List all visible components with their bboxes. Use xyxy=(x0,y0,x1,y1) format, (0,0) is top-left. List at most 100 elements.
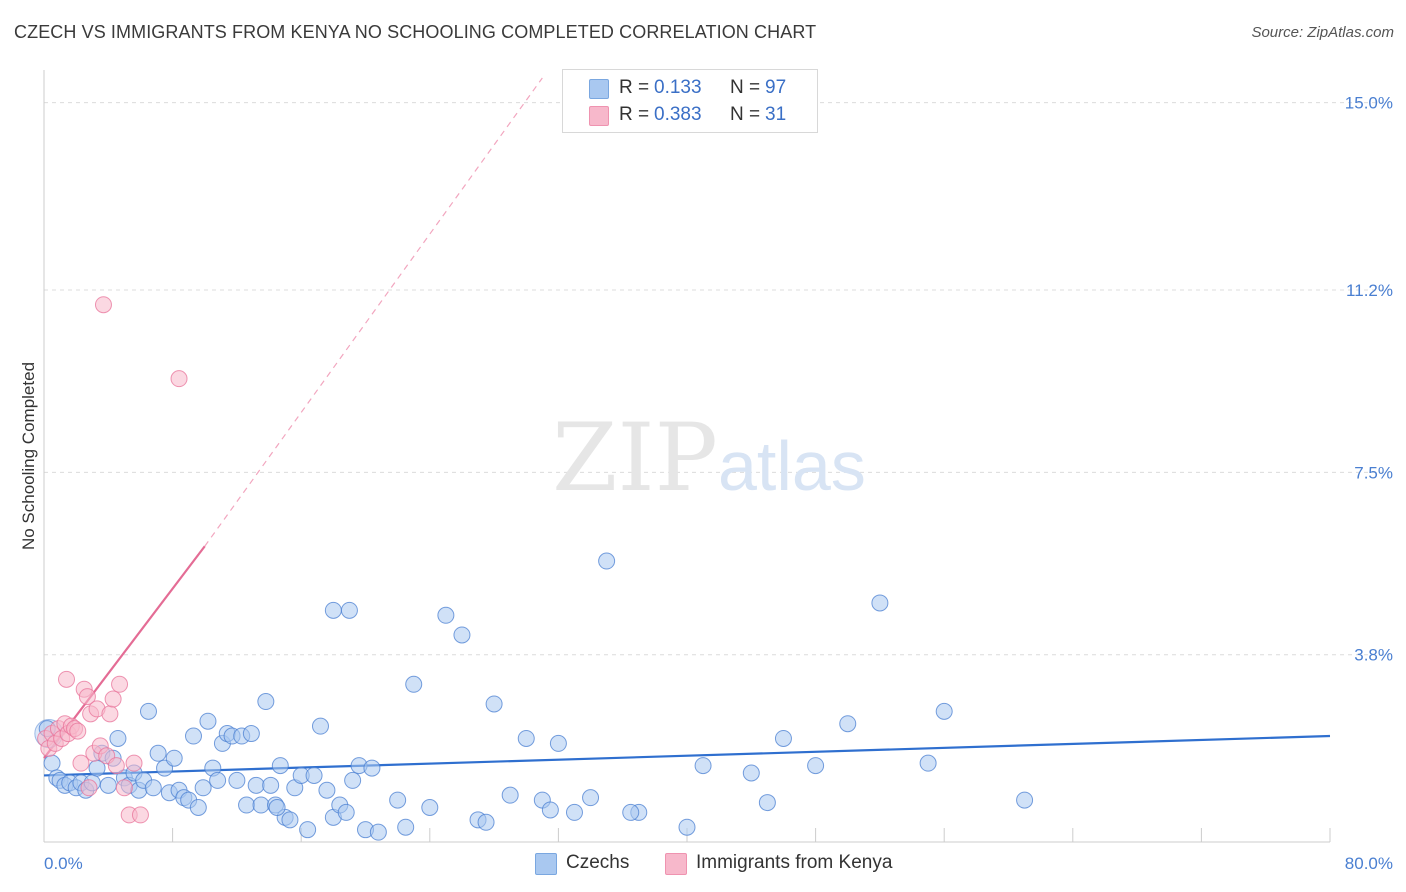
grid xyxy=(44,102,1390,656)
data-point-czechs xyxy=(774,729,792,747)
bottom-legend-swatch-czechs xyxy=(535,853,557,875)
bottom-legend-czechs: Czechs xyxy=(535,852,645,876)
data-point-kenya xyxy=(131,806,149,824)
data-point-kenya xyxy=(72,754,90,772)
y-tick-label: 3.8% xyxy=(1354,646,1393,665)
bottom-legend-label-czechs: Czechs xyxy=(566,852,630,873)
data-point-czechs xyxy=(369,823,387,841)
y-tick-label: 11.2% xyxy=(1346,281,1393,300)
data-point-czechs xyxy=(43,754,61,772)
data-point-czechs xyxy=(397,818,415,836)
data-point-czechs xyxy=(678,818,696,836)
data-point-czechs xyxy=(184,727,202,745)
data-point-czechs xyxy=(199,712,217,730)
legend-swatch-kenya xyxy=(589,106,609,126)
data-point-kenya xyxy=(78,688,96,706)
data-point-czechs xyxy=(839,715,857,733)
legend-row-kenya: R = 0.383 N = 31 xyxy=(563,102,817,128)
data-point-czechs xyxy=(209,771,227,789)
chart-title: CZECH VS IMMIGRANTS FROM KENYA NO SCHOOL… xyxy=(14,22,817,42)
data-point-kenya xyxy=(111,675,129,693)
data-point-czechs xyxy=(242,725,260,743)
data-point-czechs xyxy=(485,695,503,713)
data-point-kenya xyxy=(101,705,119,723)
data-point-czechs xyxy=(598,552,616,570)
data-point-czechs xyxy=(501,786,519,804)
data-point-czechs xyxy=(340,601,358,619)
data-point-czechs xyxy=(421,798,439,816)
data-point-czechs xyxy=(363,759,381,777)
data-point-czechs xyxy=(1016,791,1034,809)
bottom-legend-label-kenya: Immigrants from Kenya xyxy=(696,852,893,873)
legend-r-label: R = xyxy=(619,104,650,125)
data-point-czechs xyxy=(247,776,265,794)
data-point-czechs xyxy=(271,757,289,775)
y-tick-label: 7.5% xyxy=(1354,463,1393,482)
data-point-czechs xyxy=(871,594,889,612)
data-point-czechs xyxy=(541,801,559,819)
legend-r-value: 0.383 xyxy=(654,104,702,125)
legend-r-value: 0.133 xyxy=(654,77,702,98)
data-point-czechs xyxy=(517,729,535,747)
data-point-czechs xyxy=(758,794,776,812)
data-point-czechs xyxy=(268,798,286,816)
data-point-czechs xyxy=(919,754,937,772)
trend-line-kenya-extension xyxy=(204,77,543,547)
data-point-czechs xyxy=(238,796,256,814)
x-tick-label: 0.0% xyxy=(44,854,83,873)
data-point-czechs xyxy=(565,803,583,821)
legend-row-czechs: R = 0.133 N = 97 xyxy=(563,75,817,101)
data-point-kenya xyxy=(107,757,125,775)
data-point-czechs xyxy=(742,764,760,782)
data-point-czechs xyxy=(477,813,495,831)
data-point-czechs xyxy=(299,821,317,839)
data-point-czechs xyxy=(252,796,270,814)
trend-line-czechs xyxy=(43,734,1331,777)
data-point-czechs xyxy=(324,601,342,619)
data-point-kenya xyxy=(58,670,76,688)
data-point-kenya xyxy=(125,754,143,772)
data-points xyxy=(34,296,1034,841)
data-point-czechs xyxy=(144,779,162,797)
watermark-zip: ZIP xyxy=(552,404,718,513)
data-point-czechs xyxy=(622,803,640,821)
legend-r-label: R = xyxy=(619,77,650,98)
watermark-atlas: atlas xyxy=(718,427,866,505)
data-point-czechs xyxy=(807,757,825,775)
data-point-kenya xyxy=(170,370,188,388)
x-tick-labels: 0.0% 80.0% xyxy=(44,854,1393,873)
source-label: Source: ZipAtlas.com xyxy=(1251,24,1394,41)
data-point-czechs xyxy=(337,803,355,821)
data-point-czechs xyxy=(194,779,212,797)
legend-swatch-czechs xyxy=(589,79,609,99)
bottom-legend-swatch-kenya xyxy=(665,853,687,875)
axes xyxy=(43,70,1331,843)
data-point-czechs xyxy=(582,789,600,807)
data-point-czechs xyxy=(405,675,423,693)
data-point-czechs xyxy=(257,693,275,711)
data-point-kenya xyxy=(94,296,112,314)
legend-n-label: N = xyxy=(730,104,761,125)
data-point-czechs xyxy=(189,798,207,816)
legend: R = 0.133 N = 97 R = 0.383 N = 31 xyxy=(562,69,818,133)
data-point-czechs xyxy=(99,776,117,794)
data-point-kenya xyxy=(104,690,122,708)
data-point-kenya xyxy=(115,779,133,797)
x-tick-label: 80.0% xyxy=(1345,854,1393,873)
data-point-czechs xyxy=(935,702,953,720)
data-point-czechs xyxy=(228,771,246,789)
data-point-czechs xyxy=(453,626,471,644)
data-point-czechs xyxy=(311,717,329,735)
legend-n-label: N = xyxy=(730,77,761,98)
data-point-kenya xyxy=(80,779,98,797)
y-axis-label: No Schooling Completed xyxy=(19,362,38,550)
y-tick-labels: 3.8% 7.5% 11.2% 15.0% xyxy=(1345,94,1393,665)
data-point-czechs xyxy=(549,734,567,752)
data-point-czechs xyxy=(437,606,455,624)
data-point-czechs xyxy=(389,791,407,809)
data-point-czechs xyxy=(281,811,299,829)
legend-n-value: 97 xyxy=(765,77,787,98)
data-point-czechs xyxy=(318,781,336,799)
data-point-czechs xyxy=(344,771,362,789)
